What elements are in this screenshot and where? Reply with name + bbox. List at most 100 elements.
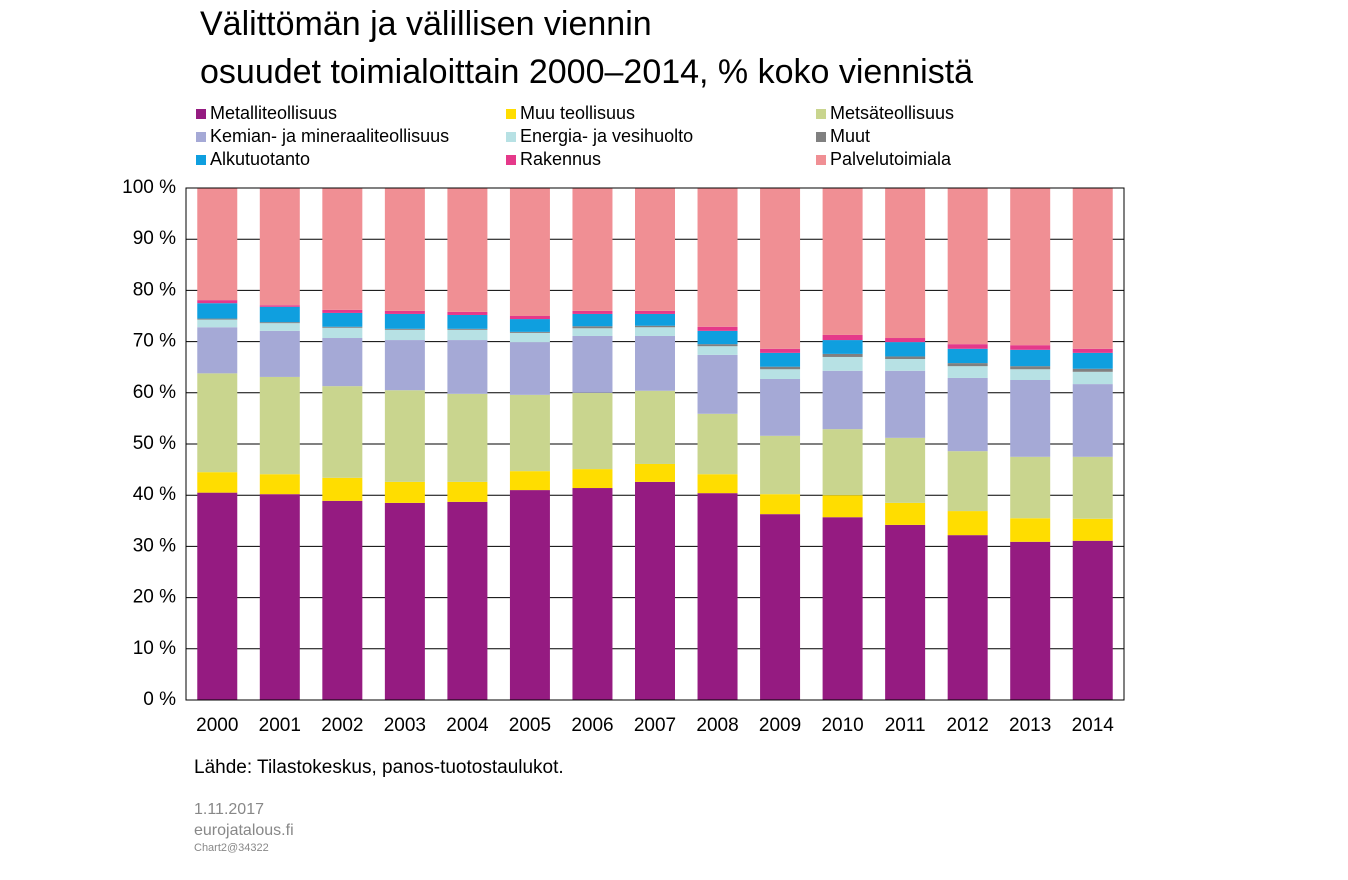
bar-segment — [1010, 456, 1051, 519]
bar-segment — [322, 309, 363, 313]
bar-segment — [572, 335, 613, 393]
bar-segment — [1072, 518, 1113, 541]
bar-segment — [572, 328, 613, 336]
chart-title: Välittömän ja välillisen viennin — [200, 5, 652, 43]
bar-segment — [635, 327, 675, 336]
bar-segment — [322, 326, 363, 328]
y-tick-label: 50 % — [133, 433, 176, 454]
bar-segment — [760, 378, 801, 436]
bar-segment — [509, 471, 550, 491]
bar-segment — [1010, 349, 1051, 367]
bar-segment — [947, 348, 988, 364]
bar-segment — [760, 494, 801, 515]
bar-segment — [1072, 371, 1113, 385]
x-tick-label: 2013 — [1009, 715, 1051, 736]
x-tick-label: 2002 — [321, 715, 363, 736]
x-tick-label: 2005 — [509, 715, 551, 736]
bar-segment — [509, 316, 550, 320]
bar-segment — [197, 472, 238, 493]
bar-segment — [635, 310, 675, 314]
y-tick-label: 40 % — [133, 484, 176, 505]
x-tick-label: 2000 — [196, 715, 238, 736]
bar-segment — [1072, 188, 1113, 349]
bar-segment — [760, 514, 801, 700]
bar-segment — [509, 342, 550, 395]
bar-segment — [635, 188, 675, 311]
x-tick-label: 2011 — [885, 715, 926, 736]
bar-segment — [447, 340, 488, 394]
bar-segment — [760, 435, 801, 495]
bar-segment — [572, 188, 613, 311]
x-tick-label: 2010 — [821, 715, 863, 736]
bar-segment — [822, 517, 863, 700]
legend-swatch — [506, 155, 516, 165]
legend-label: Rakennus — [520, 149, 601, 169]
bar-segment — [697, 344, 738, 347]
x-tick-label: 2003 — [384, 715, 426, 736]
bar-segment — [259, 323, 300, 331]
bar-segment — [1010, 188, 1051, 346]
bar-segment — [572, 310, 613, 314]
chart-title: osuudet toimialoittain 2000–2014, % koko… — [200, 53, 973, 91]
bar-segment — [885, 359, 926, 371]
plot-frame — [185, 187, 1125, 701]
bar-segment — [572, 488, 613, 700]
bar-segment — [572, 326, 613, 329]
bar-segment — [822, 340, 863, 354]
bar-segment — [947, 344, 988, 349]
bar-segment — [885, 342, 926, 357]
x-tick-label: 2007 — [634, 715, 676, 736]
bar-segment — [760, 366, 801, 370]
bar-segment — [822, 356, 863, 371]
source-note: Lähde: Tilastokeskus, panos-tuotostauluk… — [194, 757, 564, 778]
bar-segment — [384, 329, 425, 341]
bar-segment — [885, 356, 926, 360]
bar-segment — [259, 376, 300, 475]
y-tick-label: 100 % — [122, 177, 176, 198]
bar-segment — [572, 392, 613, 470]
bar-segment — [1010, 369, 1051, 380]
bar-segment — [447, 329, 488, 341]
legend-swatch — [506, 132, 516, 142]
x-tick-label: 2006 — [571, 715, 613, 736]
bar-segment — [885, 188, 926, 339]
bar-segment — [447, 481, 488, 502]
legend-swatch — [506, 109, 516, 119]
bar-segment — [322, 188, 363, 310]
bar-segment — [259, 306, 300, 323]
bar-segment — [197, 327, 238, 374]
y-tick-label: 80 % — [133, 279, 176, 300]
bar-segment — [572, 313, 613, 327]
bar-segment — [947, 535, 988, 700]
legend-label: Energia- ja vesihuolto — [520, 126, 693, 146]
legend-label: Muu teollisuus — [520, 103, 635, 123]
chart-id: Chart2@34322 — [194, 842, 269, 854]
bar-segment — [947, 511, 988, 536]
bar-segment — [509, 394, 550, 472]
bar-segment — [885, 370, 926, 438]
bar-segment — [509, 490, 550, 700]
bar-segment — [947, 377, 988, 452]
bar-segment — [322, 477, 363, 501]
bar-segment — [635, 325, 675, 328]
bar-segment — [447, 328, 488, 330]
bar-segment — [384, 188, 425, 311]
bar-segment — [197, 300, 238, 304]
bar-segment — [1072, 540, 1113, 700]
bar-segment — [384, 328, 425, 330]
x-tick-label: 2009 — [759, 715, 801, 736]
y-tick-label: 20 % — [133, 587, 176, 608]
bar-segment — [822, 370, 863, 430]
bar-segment — [384, 481, 425, 503]
bar-segment — [822, 429, 863, 496]
y-tick-label: 0 % — [143, 689, 176, 710]
bar-segment — [447, 311, 488, 315]
legend-swatch — [196, 132, 206, 142]
bar-segment — [259, 322, 300, 324]
bar-segment — [822, 334, 863, 341]
legend-swatch — [196, 155, 206, 165]
legend-swatch — [816, 109, 826, 119]
bar-segment — [885, 524, 926, 700]
bar-segment — [1072, 456, 1113, 519]
bar-segment — [635, 390, 675, 464]
